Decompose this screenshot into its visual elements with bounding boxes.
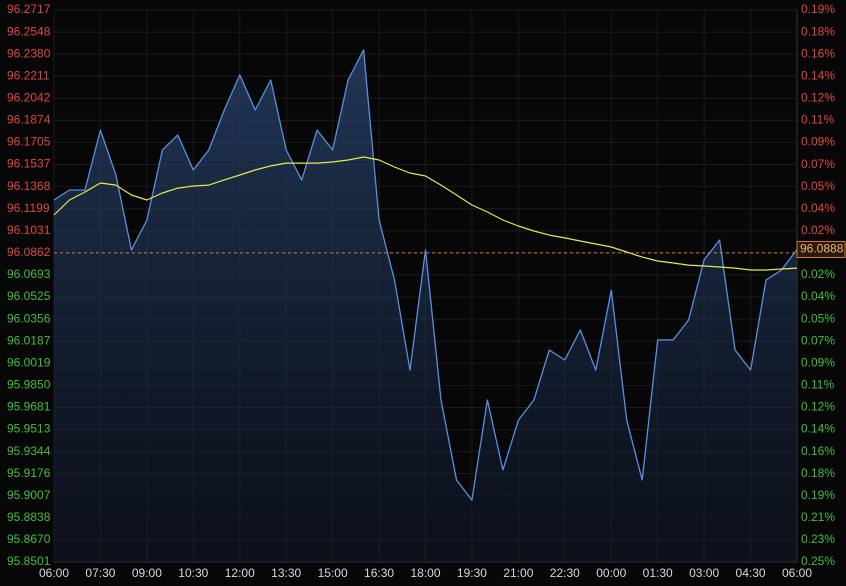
y2-tick-label: 0.11% [801, 378, 834, 392]
y2-tick-label: 0.12% [801, 90, 835, 104]
y2-tick-label: 0.14% [801, 422, 835, 436]
y2-tick-label: 0.18% [801, 466, 835, 480]
y-tick-label: 95.8838 [7, 510, 51, 524]
y2-tick-label: 0.04% [801, 289, 835, 303]
y2-tick-label: 0.18% [801, 24, 835, 38]
y2-tick-label: 0.02% [801, 267, 835, 281]
y-tick-label: 96.0862 [7, 245, 51, 259]
y-tick-label: 95.9007 [7, 488, 51, 502]
x-tick-label: 19:30 [457, 566, 487, 580]
y2-tick-label: 0.12% [801, 400, 835, 414]
y-tick-label: 96.2548 [7, 24, 51, 38]
x-tick-label: 13:30 [271, 566, 301, 580]
x-tick-label: 01:30 [643, 566, 673, 580]
y2-tick-label: 0.21% [801, 510, 835, 524]
y2-tick-label: 0.04% [801, 201, 835, 215]
y-tick-label: 95.9850 [7, 378, 51, 392]
y-tick-label: 95.8670 [7, 532, 51, 546]
labels: 96.2717 96.2548 96.2380 96.2211 96.2042 96.18… [7, 2, 846, 580]
y-tick-label: 96.0356 [7, 311, 51, 325]
y2-tick-label: 0.07% [801, 333, 835, 347]
y-tick-label: 96.1705 [7, 135, 51, 149]
y-tick-label: 96.0693 [7, 267, 51, 281]
price-line [53, 49, 798, 501]
y-tick-label: 96.2211 [7, 68, 50, 82]
y2-tick-label: 0.11% [801, 113, 834, 127]
y-tick-label: 96.0019 [7, 355, 51, 369]
x-tick-label: 16:30 [364, 566, 394, 580]
y2-tick-label: 0.16% [801, 444, 835, 458]
x-tick-label: 18:00 [410, 566, 440, 580]
y-tick-label: 95.9176 [7, 466, 51, 480]
last-price-label: 96.0888 [800, 242, 844, 256]
y-tick-label: 96.1874 [7, 113, 51, 127]
y-tick-label: 95.8501 [7, 554, 51, 568]
y2-tick-label: 0.09% [801, 356, 835, 370]
x-tick-label: 06:00 [39, 566, 69, 580]
y2-tick-label: 0.19% [801, 488, 835, 502]
y2-tick-label: 0.23% [801, 532, 835, 546]
x-tick-label: 09:00 [132, 566, 162, 580]
x-tick-label: 00:00 [596, 566, 626, 580]
y2-tick-label: 0.19% [801, 2, 835, 16]
x-tick-label: 10:30 [178, 566, 208, 580]
y2-tick-label: 0.14% [801, 68, 835, 82]
y2-tick-label: 0.25% [801, 554, 835, 568]
x-tick-label: 04:30 [736, 566, 766, 580]
x-tick-label: 21:00 [503, 566, 533, 580]
x-tick-label: 07:30 [85, 566, 115, 580]
x-tick-label: 15:00 [318, 566, 348, 580]
y2-tick-label: 0.05% [801, 179, 835, 193]
y2-tick-label: 0.16% [801, 46, 835, 60]
last-price-box [796, 240, 846, 258]
area [54, 49, 797, 562]
y-tick-label: 95.9681 [7, 400, 51, 414]
y-tick-label: 96.1368 [7, 179, 51, 193]
y-tick-label: 96.1031 [7, 223, 51, 237]
y-tick-label: 96.0187 [7, 333, 51, 347]
y2-tick-label: 0.05% [801, 311, 835, 325]
x-tick-label: 22:30 [550, 566, 580, 580]
y-tick-label: 95.9513 [7, 422, 51, 436]
y-tick-label: 96.1537 [7, 157, 51, 171]
y-tick-label: 96.2380 [7, 46, 51, 60]
y-tick-label: 96.0525 [7, 289, 51, 303]
y2-tick-label: 0.02% [801, 223, 835, 237]
x-tick-label: 03:00 [689, 566, 719, 580]
y-tick-label: 95.9344 [7, 444, 51, 458]
y-tick-label: 96.2717 [7, 2, 51, 16]
x-tick-label: 12:00 [225, 566, 255, 580]
x-tick-label: 06:00 [782, 566, 812, 580]
plot [53, 49, 798, 562]
average-line [53, 156, 798, 271]
y-tick-label: 96.1199 [7, 201, 50, 215]
y2-tick-label: 0.09% [801, 135, 835, 149]
y2-tick-label: 0.07% [801, 157, 835, 171]
y-tick-label: 96.2042 [7, 91, 51, 105]
